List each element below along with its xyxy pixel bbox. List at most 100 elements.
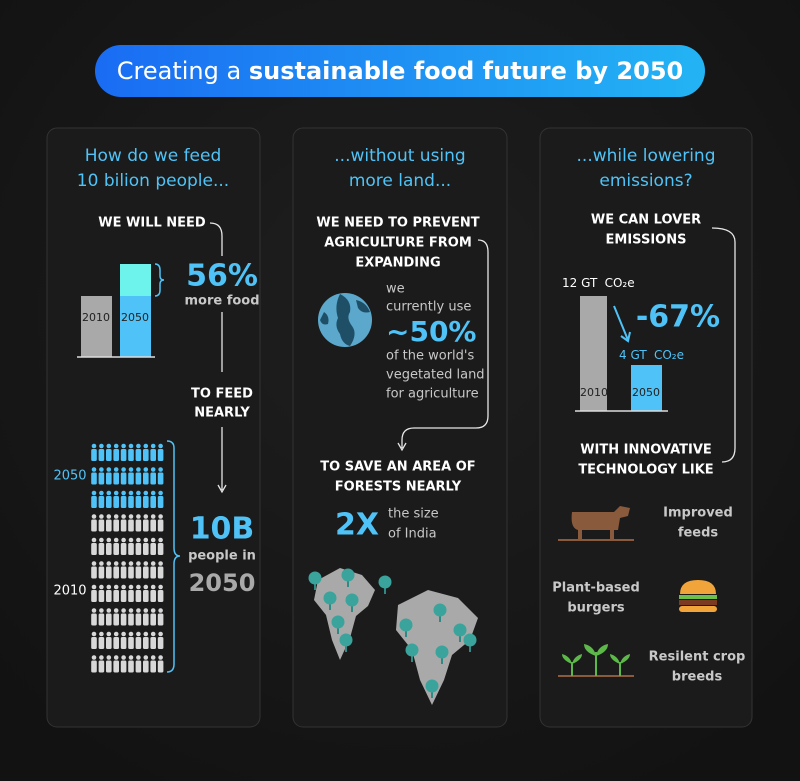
label: TECHNOLOGY LIKE bbox=[578, 463, 713, 478]
heading: more land... bbox=[349, 171, 451, 191]
tree-crown bbox=[405, 643, 419, 657]
cow-icon bbox=[558, 506, 634, 541]
person-head bbox=[113, 655, 119, 660]
tree-trunk bbox=[431, 690, 433, 698]
people-grid bbox=[91, 443, 164, 673]
bar-label: 2050 bbox=[121, 311, 149, 324]
person-body bbox=[98, 660, 105, 673]
connector bbox=[711, 227, 736, 463]
person-body bbox=[106, 590, 112, 602]
person-head bbox=[143, 514, 149, 519]
person-head bbox=[113, 514, 119, 519]
person-body bbox=[120, 449, 127, 461]
person-body bbox=[98, 472, 105, 485]
person-head bbox=[143, 443, 149, 449]
title: Creating a sustainable food future by 20… bbox=[117, 57, 683, 85]
text: currently use bbox=[386, 300, 471, 315]
person-body bbox=[98, 543, 105, 555]
person-body bbox=[157, 496, 164, 508]
person-body bbox=[106, 449, 112, 461]
tree-trunk bbox=[329, 602, 331, 610]
person-body bbox=[106, 543, 112, 555]
person-body bbox=[113, 660, 119, 673]
person-head bbox=[121, 631, 126, 637]
person-body bbox=[106, 472, 112, 485]
person-head bbox=[99, 655, 104, 660]
person-body bbox=[143, 566, 149, 579]
item: feeds bbox=[678, 526, 719, 541]
year-label: 2050 bbox=[53, 469, 86, 484]
person-head bbox=[121, 443, 126, 449]
person-body bbox=[157, 472, 164, 485]
person-body bbox=[128, 543, 134, 555]
person-body bbox=[106, 566, 112, 579]
emission-label: 12 GT CO₂e bbox=[562, 276, 635, 290]
person-head bbox=[158, 467, 163, 472]
rect-shape bbox=[679, 595, 717, 599]
person-head bbox=[113, 443, 119, 449]
person-head bbox=[106, 631, 112, 637]
person-head bbox=[106, 655, 112, 660]
title-pill bbox=[95, 45, 705, 97]
person-head bbox=[128, 608, 134, 613]
person-body bbox=[157, 543, 164, 555]
tree-crown bbox=[453, 623, 467, 637]
person-body bbox=[120, 566, 127, 579]
person-head bbox=[106, 584, 112, 590]
item: Resilent crop bbox=[649, 650, 746, 665]
tree-trunk bbox=[405, 629, 407, 637]
person-head bbox=[99, 537, 104, 543]
person-body bbox=[120, 496, 127, 508]
person-body bbox=[135, 543, 142, 555]
person-head bbox=[150, 631, 156, 637]
person-body bbox=[98, 590, 105, 602]
person-body bbox=[113, 590, 119, 602]
label: WE NEED TO PREVENT bbox=[316, 216, 479, 231]
tree-trunk bbox=[469, 644, 471, 652]
person-head bbox=[99, 561, 104, 566]
person-body bbox=[157, 566, 164, 579]
person-head bbox=[99, 467, 104, 472]
label: TO FEED bbox=[191, 387, 253, 402]
person-head bbox=[136, 537, 141, 543]
tree-crown bbox=[323, 591, 337, 605]
label: WE CAN LOVER bbox=[591, 213, 701, 228]
connector bbox=[209, 222, 223, 256]
heading: 10 bilion people... bbox=[77, 171, 229, 191]
person-head bbox=[143, 631, 149, 637]
person-head bbox=[136, 584, 141, 590]
person-head bbox=[99, 584, 104, 590]
person-head bbox=[128, 443, 134, 449]
person-head bbox=[150, 443, 156, 449]
label: TO SAVE AN AREA OF bbox=[320, 460, 475, 475]
emission-label: 4 GT CO₂e bbox=[619, 348, 684, 362]
tree-trunk bbox=[459, 634, 461, 642]
person-head bbox=[158, 584, 163, 590]
label: AGRICULTURE FROM bbox=[324, 236, 472, 251]
person-head bbox=[136, 561, 141, 566]
person-head bbox=[99, 631, 104, 637]
person-body bbox=[113, 613, 119, 626]
title-bold: sustainable food future by 2050 bbox=[249, 57, 683, 85]
person-body bbox=[128, 472, 134, 485]
india-map bbox=[314, 568, 375, 660]
person-head bbox=[99, 443, 104, 449]
bar-2010 bbox=[580, 296, 607, 411]
person-body bbox=[128, 449, 134, 461]
person-body bbox=[150, 472, 156, 485]
person-head bbox=[106, 608, 112, 613]
person-body bbox=[113, 566, 119, 579]
bracket bbox=[166, 440, 181, 673]
path-shape bbox=[571, 506, 630, 539]
person-head bbox=[128, 584, 134, 590]
person-body bbox=[150, 543, 156, 555]
tree-crown bbox=[425, 679, 439, 693]
person-head bbox=[113, 537, 119, 543]
person-head bbox=[113, 467, 119, 472]
person-body bbox=[106, 660, 112, 673]
person-body bbox=[150, 590, 156, 602]
bar-label: 2010 bbox=[580, 386, 608, 399]
bracket bbox=[154, 263, 165, 297]
person-body bbox=[150, 449, 156, 461]
person-body bbox=[143, 472, 149, 485]
